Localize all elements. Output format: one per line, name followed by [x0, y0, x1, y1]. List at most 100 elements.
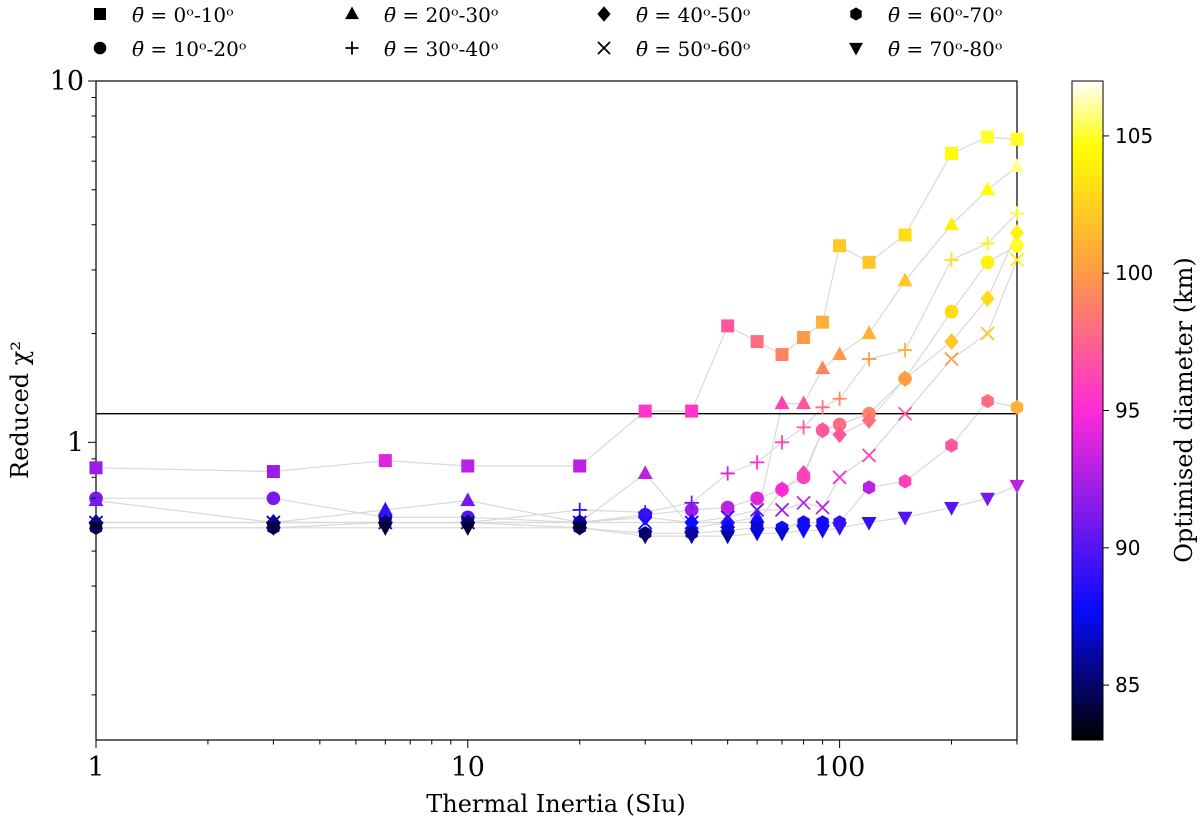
data-point-x	[815, 500, 830, 515]
data-point-circle	[832, 417, 847, 432]
legend-theta-bar: θ̄	[132, 3, 150, 27]
series-line-1	[95, 136, 1018, 473]
legend-marker-hexagon	[850, 7, 862, 21]
data-point-triangle-up	[460, 492, 476, 507]
data-point-x	[796, 495, 811, 510]
x-axis: 1 10 100	[87, 740, 1018, 783]
y-axis-label: Reduced χ²	[6, 341, 34, 479]
colorbar-label: Optimised diameter (km)	[1170, 257, 1198, 563]
legend-entry-label: = 0ᵒ-10ᵒ	[150, 3, 233, 27]
data-point-square	[573, 459, 587, 473]
data-point-triangle-up	[1009, 158, 1025, 173]
legend-entry: θ̄ = 0ᵒ-10ᵒ	[132, 3, 234, 27]
legend-entry-label: = 50ᵒ-60ᵒ	[654, 37, 750, 61]
data-point-x	[832, 470, 847, 485]
data-point-x	[684, 515, 699, 530]
data-point-circle	[944, 304, 959, 319]
legend-marker-triangle-up	[345, 6, 359, 20]
legend-entry-label: = 30ᵒ-40ᵒ	[402, 37, 498, 61]
y-tick-label: 1	[67, 427, 84, 458]
colorbar-tick-label: 100	[1115, 261, 1153, 285]
data-point-diamond	[897, 370, 913, 388]
data-point-square	[1010, 132, 1024, 146]
colorbar-axis: 85 90 95 100 105	[1103, 124, 1153, 697]
data-point-triangle-down	[749, 527, 765, 542]
data-point-triangle-down	[832, 522, 848, 536]
data-point-plus	[815, 400, 830, 415]
legend-theta-bar: θ̄	[888, 37, 906, 61]
data-point-square	[833, 239, 847, 253]
data-point-hexagon	[1010, 400, 1024, 415]
data-point-plus	[980, 236, 995, 251]
data-point-diamond	[796, 465, 811, 482]
data-point-plus	[749, 455, 765, 470]
x-tick-label: 1	[87, 752, 104, 783]
data-point-circle	[750, 491, 764, 506]
data-point-circle	[980, 255, 995, 270]
y-tick-label: 10	[50, 66, 84, 97]
series-line-3	[95, 166, 1018, 529]
data-point-hexagon	[862, 480, 876, 495]
data-point-circle	[266, 491, 281, 506]
data-point-square	[775, 347, 789, 361]
data-point-x	[944, 351, 959, 367]
data-point-triangle-down	[815, 524, 831, 539]
data-point-plus	[1009, 206, 1025, 221]
data-point-triangle-up	[796, 395, 812, 410]
data-point-triangle-up	[774, 395, 790, 410]
series-line-8	[96, 484, 1018, 537]
legend-marker-diamond	[597, 6, 611, 22]
legend-entry-label: = 10ᵒ-20ᵒ	[150, 37, 246, 61]
data-point-triangle-down	[861, 516, 877, 531]
x-tick-label: 10	[451, 752, 485, 783]
data-point-triangle-up	[897, 272, 913, 287]
data-point-triangle-up	[980, 181, 996, 196]
legend-theta-bar: θ̄	[636, 3, 654, 27]
series-lines	[95, 136, 1018, 537]
data-point-x	[897, 406, 913, 421]
data-point-triangle-up	[944, 216, 960, 231]
data-point-square	[378, 454, 392, 468]
data-point-triangle-up	[637, 465, 653, 479]
data-point-triangle-down	[377, 522, 393, 536]
data-point-x	[749, 502, 765, 518]
data-point-x	[980, 326, 995, 341]
data-point-triangle-up	[832, 346, 848, 361]
data-point-square	[638, 404, 652, 418]
legend-theta-bar: θ̄	[132, 37, 150, 61]
data-point-hexagon	[898, 474, 912, 489]
legend-theta-bar: θ̄	[636, 37, 654, 61]
data-point-square	[862, 255, 876, 269]
data-point-triangle-up	[88, 492, 104, 507]
legend-marker-triangle-down	[849, 42, 863, 56]
legend-entry-label: = 40ᵒ-50ᵒ	[654, 3, 750, 27]
y-axis: 1 10	[50, 66, 96, 696]
data-point-triangle-down	[796, 524, 812, 539]
legend-entry-label: = 60ᵒ-70ᵒ	[906, 3, 1002, 27]
data-point-circle	[720, 500, 735, 515]
data-point-triangle-down	[265, 522, 281, 536]
data-point-plus	[897, 342, 913, 358]
legend-theta-bar: θ̄	[384, 3, 402, 27]
data-point-triangle-down	[944, 501, 960, 516]
data-point-x	[638, 515, 653, 530]
data-point-triangle-down	[572, 522, 588, 536]
data-point-x	[1009, 252, 1025, 267]
legend-marker-square	[94, 8, 106, 20]
data-point-triangle-down	[88, 522, 104, 536]
data-point-plus	[944, 252, 959, 267]
data-point-square	[981, 130, 995, 144]
x-axis-label: Thermal Inertia (SIu)	[426, 790, 686, 818]
data-point-triangle-down	[774, 527, 790, 542]
data-point-square	[797, 331, 811, 345]
data-point-diamond	[980, 290, 995, 307]
data-point-diamond	[832, 426, 847, 444]
legend-theta-bar: θ̄	[384, 37, 402, 61]
data-point-square	[750, 335, 764, 349]
data-point-plus	[774, 435, 790, 450]
data-point-triangle-down	[897, 511, 913, 526]
data-point-plus	[832, 391, 847, 406]
data-point-square	[266, 465, 280, 479]
data-point-square	[685, 404, 699, 418]
